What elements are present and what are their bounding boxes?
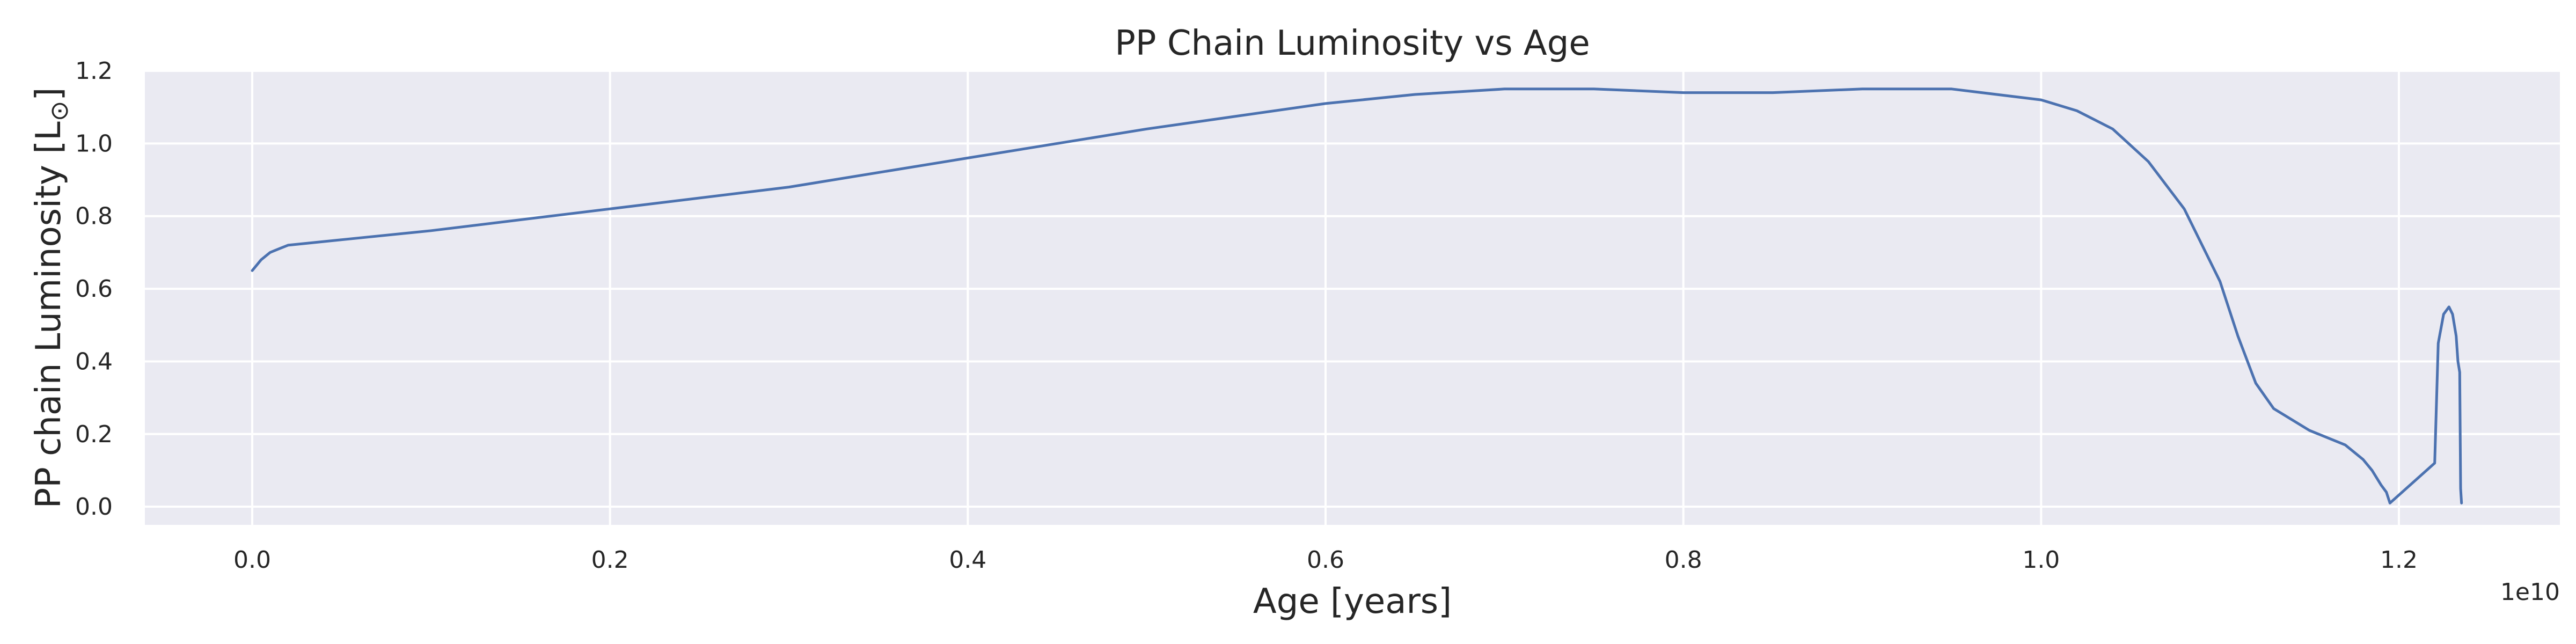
series-line bbox=[251, 87, 2463, 504]
y-tick-label: 0.4 bbox=[75, 348, 113, 375]
y-tick-labels: 0.0 0.2 0.4 0.6 0.8 1.0 1.2 bbox=[75, 57, 113, 521]
y-axis-label: PP chain Luminosity [L⊙] bbox=[29, 87, 74, 509]
x-tick-label: 0.8 bbox=[1665, 546, 1702, 574]
x-tick-labels: 0.0 0.2 0.4 0.6 0.8 1.0 1.2 bbox=[233, 546, 2418, 574]
y-tick-label: 1.2 bbox=[75, 57, 113, 85]
y-tick-label: 0.2 bbox=[75, 421, 113, 448]
y-axis-label-main: PP chain Luminosity [L bbox=[29, 121, 69, 509]
x-axis-label: Age [years] bbox=[1253, 582, 1452, 621]
y-axis-label-subscript: ⊙ bbox=[45, 101, 74, 122]
x-axis-offset-label: 1e10 bbox=[2500, 579, 2560, 606]
x-tick-label: 1.2 bbox=[2380, 546, 2418, 574]
x-tick-label: 1.0 bbox=[2022, 546, 2060, 574]
y-tick-label: 0.8 bbox=[75, 203, 113, 230]
x-tick-label: 0.6 bbox=[1307, 546, 1344, 574]
plot-area bbox=[145, 71, 2560, 525]
y-tick-label: 0.0 bbox=[75, 493, 113, 521]
x-tick-label: 0.2 bbox=[591, 546, 629, 574]
y-axis-label-close: ] bbox=[29, 87, 69, 101]
x-tick-label: 0.4 bbox=[949, 546, 986, 574]
chart-title: PP Chain Luminosity vs Age bbox=[1115, 24, 1590, 63]
x-tick-label: 0.0 bbox=[233, 546, 271, 574]
y-tick-label: 0.6 bbox=[75, 275, 113, 303]
y-tick-label: 1.0 bbox=[75, 130, 113, 157]
